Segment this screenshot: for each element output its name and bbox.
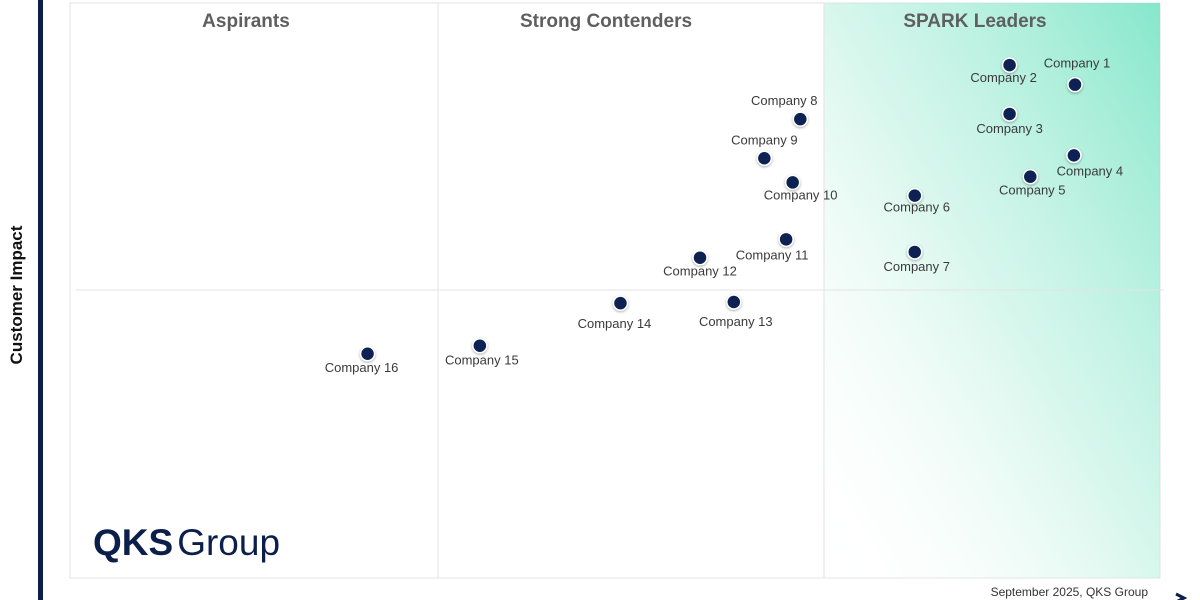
data-point-13: Company 13	[699, 294, 773, 329]
point-label: Company 14	[578, 316, 652, 331]
point-marker[interactable]	[1066, 147, 1082, 164]
logo-text-group: Group	[177, 522, 280, 563]
data-point-15: Company 15	[445, 337, 519, 368]
point-marker[interactable]	[907, 244, 923, 260]
point-marker[interactable]	[1001, 57, 1018, 73]
data-point-3: Company 3	[976, 106, 1043, 136]
point-label: Company 12	[663, 264, 737, 279]
data-point-16: Company 16	[325, 346, 399, 375]
logo-text-qks: QKS	[93, 522, 173, 563]
data-point-10: Company 10	[764, 174, 838, 202]
x-axis-arrow-icon	[1175, 592, 1188, 600]
data-point-4: Company 4	[1057, 147, 1123, 178]
point-label: Company 1	[1044, 56, 1110, 71]
data-point-14: Company 14	[578, 295, 652, 331]
point-label: Company 10	[764, 187, 838, 202]
point-marker[interactable]	[472, 337, 488, 354]
point-marker[interactable]	[778, 231, 794, 248]
point-label: Company 13	[699, 314, 773, 329]
point-label: Company 4	[1057, 163, 1123, 178]
y-axis-line	[38, 0, 43, 600]
point-marker[interactable]	[756, 150, 773, 166]
point-marker[interactable]	[1022, 168, 1039, 185]
data-point-11: Company 11	[736, 231, 809, 262]
quadrant-title-aspirants: Aspirants	[202, 11, 290, 32]
data-point-5: Company 5	[999, 168, 1066, 198]
point-label: Company 6	[884, 200, 950, 215]
data-points: Company 1 Company 2 Company 3 Company 4 Comp…	[325, 56, 1123, 375]
point-label: Company 3	[976, 121, 1042, 136]
point-marker[interactable]	[792, 111, 809, 127]
point-marker[interactable]	[1067, 76, 1083, 93]
footer-date-source: September 2025, QKS Group	[991, 585, 1149, 599]
data-point-7: Company 7	[884, 244, 950, 274]
point-marker[interactable]	[726, 294, 742, 310]
point-label: Company 11	[736, 247, 809, 262]
quadrant-title-spark-leaders: SPARK Leaders	[903, 11, 1046, 32]
data-point-2: Company 2	[970, 57, 1037, 85]
point-label: Company 7	[884, 259, 950, 274]
quadrant-title-strong-contenders: Strong Contenders	[520, 11, 692, 32]
point-label: Company 8	[751, 93, 817, 108]
y-axis-label: Customer Impact	[7, 225, 26, 364]
point-label: Company 2	[970, 70, 1036, 85]
qks-group-logo: QKS Group	[93, 522, 280, 563]
point-label: Company 9	[731, 132, 797, 147]
point-label: Company 16	[325, 360, 399, 375]
point-label: Company 15	[445, 353, 519, 368]
point-marker[interactable]	[1001, 106, 1018, 122]
data-point-8: Company 8	[751, 93, 818, 127]
point-marker[interactable]	[784, 174, 801, 191]
data-point-9: Company 9	[731, 132, 798, 166]
point-marker[interactable]	[612, 295, 629, 311]
point-marker[interactable]	[907, 187, 923, 204]
data-point-6: Company 6	[884, 187, 950, 215]
point-marker[interactable]	[359, 346, 376, 362]
data-point-12: Company 12	[663, 249, 737, 279]
data-point-1: Company 1	[1044, 56, 1110, 93]
point-marker[interactable]	[692, 249, 708, 266]
point-label: Company 5	[999, 183, 1065, 198]
